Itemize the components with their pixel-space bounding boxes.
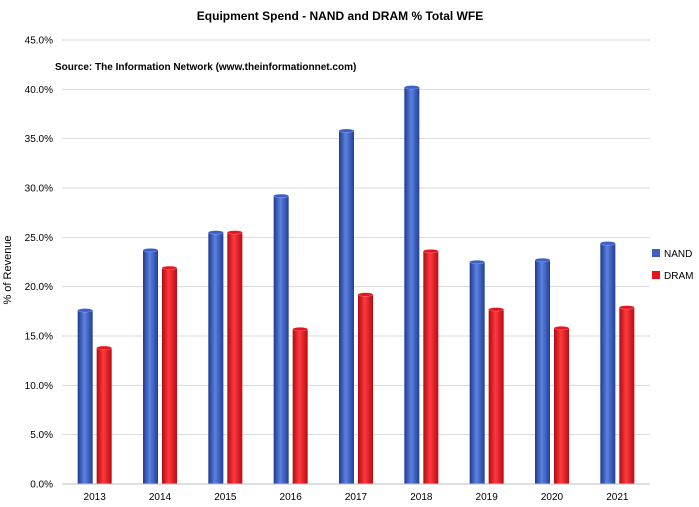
legend-label-nand: NAND: [664, 249, 692, 260]
bar-cap-nand: [600, 241, 616, 246]
y-tick-label: 30.0%: [25, 184, 53, 195]
y-axis-ticks: 0.0% 5.0% 10.0% 15.0% 20.0% 25.0% 30.0% 35.0% 40…: [25, 36, 53, 491]
x-axis-ticks: 2013 2014 2015 2016 2017 2018 2019 2020 2021: [84, 492, 629, 503]
bar-cap-nand: [142, 248, 159, 253]
bar-nand: [143, 250, 158, 484]
bar-cap-nand: [77, 308, 93, 313]
bar-cap-dram: [161, 265, 178, 271]
y-tick-label: 15.0%: [25, 332, 53, 343]
chart-title: Equipment Spend - NAND and DRAM % Total …: [197, 9, 483, 23]
bar-nand: [469, 262, 485, 484]
bar-cap-nand: [534, 257, 551, 263]
gridlines: [62, 39, 650, 436]
bar-cap-dram: [553, 326, 570, 331]
legend-swatch-nand: [652, 249, 660, 257]
bar-dram: [227, 232, 243, 484]
x-tick-label: 2014: [149, 492, 172, 503]
bar-cap-dram: [619, 305, 635, 310]
y-axis-label: % of Revenue: [2, 235, 14, 304]
y-tick-label: 35.0%: [25, 134, 53, 145]
bar-cap-dram: [357, 292, 374, 297]
y-tick-label: 5.0%: [30, 430, 53, 441]
bar-nand: [77, 310, 93, 484]
bar-nand: [600, 243, 616, 484]
bar-cap-dram: [488, 307, 504, 312]
bar-dram: [423, 251, 439, 484]
bar-dram: [488, 309, 504, 484]
legend-swatch-dram: [652, 271, 660, 279]
x-tick-label: 2020: [541, 492, 564, 503]
x-tick-label: 2016: [280, 492, 303, 503]
x-tick-label: 2021: [606, 492, 629, 503]
y-tick-label: 25.0%: [25, 233, 53, 244]
x-tick-label: 2013: [84, 492, 107, 503]
bar-dram: [619, 307, 635, 484]
bar-nand: [404, 87, 420, 485]
y-tick-label: 10.0%: [25, 381, 53, 392]
bar-dram: [554, 328, 569, 484]
bar-cap-nand: [273, 193, 289, 198]
bar-nand: [339, 130, 354, 485]
bar-cap-nand: [338, 128, 355, 133]
bar-cap-dram: [423, 249, 439, 254]
bar-cap-nand: [208, 230, 224, 235]
bar-nand: [273, 195, 289, 485]
bar-dram: [358, 294, 373, 484]
x-tick-label: 2015: [214, 492, 237, 503]
bar-cap-dram: [96, 345, 112, 350]
bars: [77, 85, 635, 485]
bar-cap-nand: [404, 85, 420, 90]
bar-cap-dram: [227, 230, 243, 235]
bar-nand: [208, 232, 224, 484]
bar-cap-nand: [469, 259, 485, 265]
x-tick-label: 2017: [345, 492, 368, 503]
x-tick-label: 2018: [410, 492, 433, 503]
y-tick-label: 20.0%: [25, 282, 53, 293]
x-tick-label: 2019: [476, 492, 499, 503]
y-tick-label: 45.0%: [25, 36, 53, 47]
chart-source: Source: The Information Network (www.the…: [55, 62, 356, 73]
legend-label-dram: DRAM: [664, 271, 693, 282]
y-tick-label: 0.0%: [30, 480, 53, 491]
bar-dram: [96, 347, 112, 484]
bar-cap-dram: [292, 326, 308, 332]
bar-nand: [535, 260, 550, 484]
y-tick-label: 40.0%: [25, 85, 53, 96]
legend: NAND DRAM: [652, 249, 693, 282]
bar-dram: [292, 329, 308, 484]
bar-dram: [162, 267, 177, 484]
